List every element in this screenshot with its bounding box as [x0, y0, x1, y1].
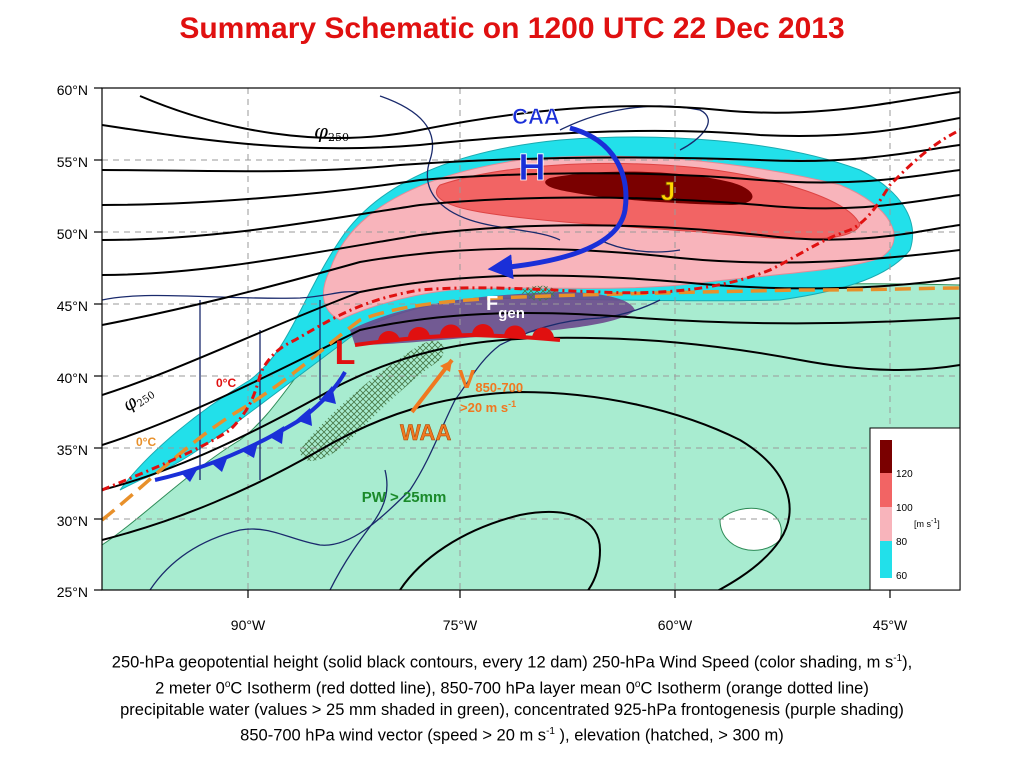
v-main: V [458, 364, 476, 394]
phi-top: φ [314, 119, 328, 143]
legend-tick: 80 [896, 537, 908, 548]
caa-arrow [487, 125, 629, 280]
fgen-sub: gen [498, 305, 525, 322]
legend-swatch-60 [880, 541, 892, 578]
lat-label: 35°N [57, 442, 88, 458]
legend-swatch-80 [880, 507, 892, 541]
caption-line-1: 250-hPa geopotential height (solid black… [111, 653, 913, 672]
lon-label: 45°W [873, 617, 908, 633]
v-speed-label: >20 m s-1 [460, 399, 516, 415]
height-contours [102, 91, 960, 590]
lat-labels: 60°N 55°N 50°N 45°N 40°N 35°N 30°N 25°N [57, 82, 88, 600]
wind-120-shading [545, 171, 753, 205]
waa-label: WAA [400, 420, 451, 445]
phi-top-label: φ250 [314, 119, 349, 144]
page-title: Summary Schematic on 1200 UTC 22 Dec 201… [179, 12, 845, 45]
caa-label: CAA [512, 104, 560, 129]
plot-border [101, 87, 961, 591]
isotherm-850-700 [102, 286, 960, 522]
lon-labels: 90°W 75°W 60°W 45°W [231, 617, 908, 633]
lon-label: 75°W [443, 617, 478, 633]
legend-tick: 60 [896, 571, 908, 582]
wind-speed-legend: 120 100 80 60 [m s-1] [869, 427, 961, 591]
map-svg: 60°N 55°N 50°N 45°N 40°N 35°N 30°N 25°N … [57, 82, 961, 633]
v-speed-sup: -1 [508, 399, 516, 409]
legend-tick: 100 [896, 503, 913, 514]
weather-map: 60°N 55°N 50°N 45°N 40°N 35°N 30°N 25°N … [0, 60, 1024, 640]
legend-swatch-100 [880, 473, 892, 507]
warm-front-bumps [377, 324, 555, 343]
annotations: CAA H J L Fgen WAA V850-700 >20 m s-1 PW… [136, 104, 676, 506]
lat-label: 30°N [57, 513, 88, 529]
lon-label: 90°W [231, 617, 266, 633]
fgen-main: F [486, 293, 498, 315]
caption-line-2: 2 meter 0oC Isotherm (red dotted line), … [155, 678, 869, 698]
v-label: V850-700 [458, 364, 523, 395]
legend-unit: [m s-1] [914, 518, 940, 529]
v-sub: 850-700 [475, 380, 523, 395]
phi-top-sub: 250 [328, 131, 349, 144]
caption-line-3: precipitable water (values > 25 mm shade… [120, 701, 904, 719]
legend-tick: 120 [896, 469, 913, 480]
tick-marks [94, 87, 891, 598]
low-label: L [335, 334, 356, 372]
caption-line-4: 850-700 hPa wind vector (speed > 20 m s-… [240, 726, 784, 745]
figure-caption: 250-hPa geopotential height (solid black… [0, 648, 1024, 747]
lon-label: 60°W [658, 617, 693, 633]
cold-front-triangles [180, 386, 336, 482]
lat-label: 45°N [57, 298, 88, 314]
v-speed: >20 m s [460, 400, 508, 415]
isotherm-orange-label: 0°C [136, 435, 156, 449]
lat-label: 55°N [57, 154, 88, 170]
pw-label: PW > 25mm [362, 489, 447, 506]
high-label: H [518, 147, 545, 189]
fgen-label: Fgen [486, 293, 525, 322]
lat-label: 40°N [57, 370, 88, 386]
isotherm-2m [102, 128, 960, 492]
isotherm-red-label: 0°C [216, 376, 236, 390]
jet-label: J [661, 176, 675, 206]
legend-swatch-120 [880, 440, 892, 473]
lat-label: 25°N [57, 584, 88, 600]
lat-label: 50°N [57, 226, 88, 242]
elevation-hatch-appalachians [300, 340, 444, 461]
lat-label: 60°N [57, 82, 88, 98]
waa-arrowhead [440, 360, 452, 372]
